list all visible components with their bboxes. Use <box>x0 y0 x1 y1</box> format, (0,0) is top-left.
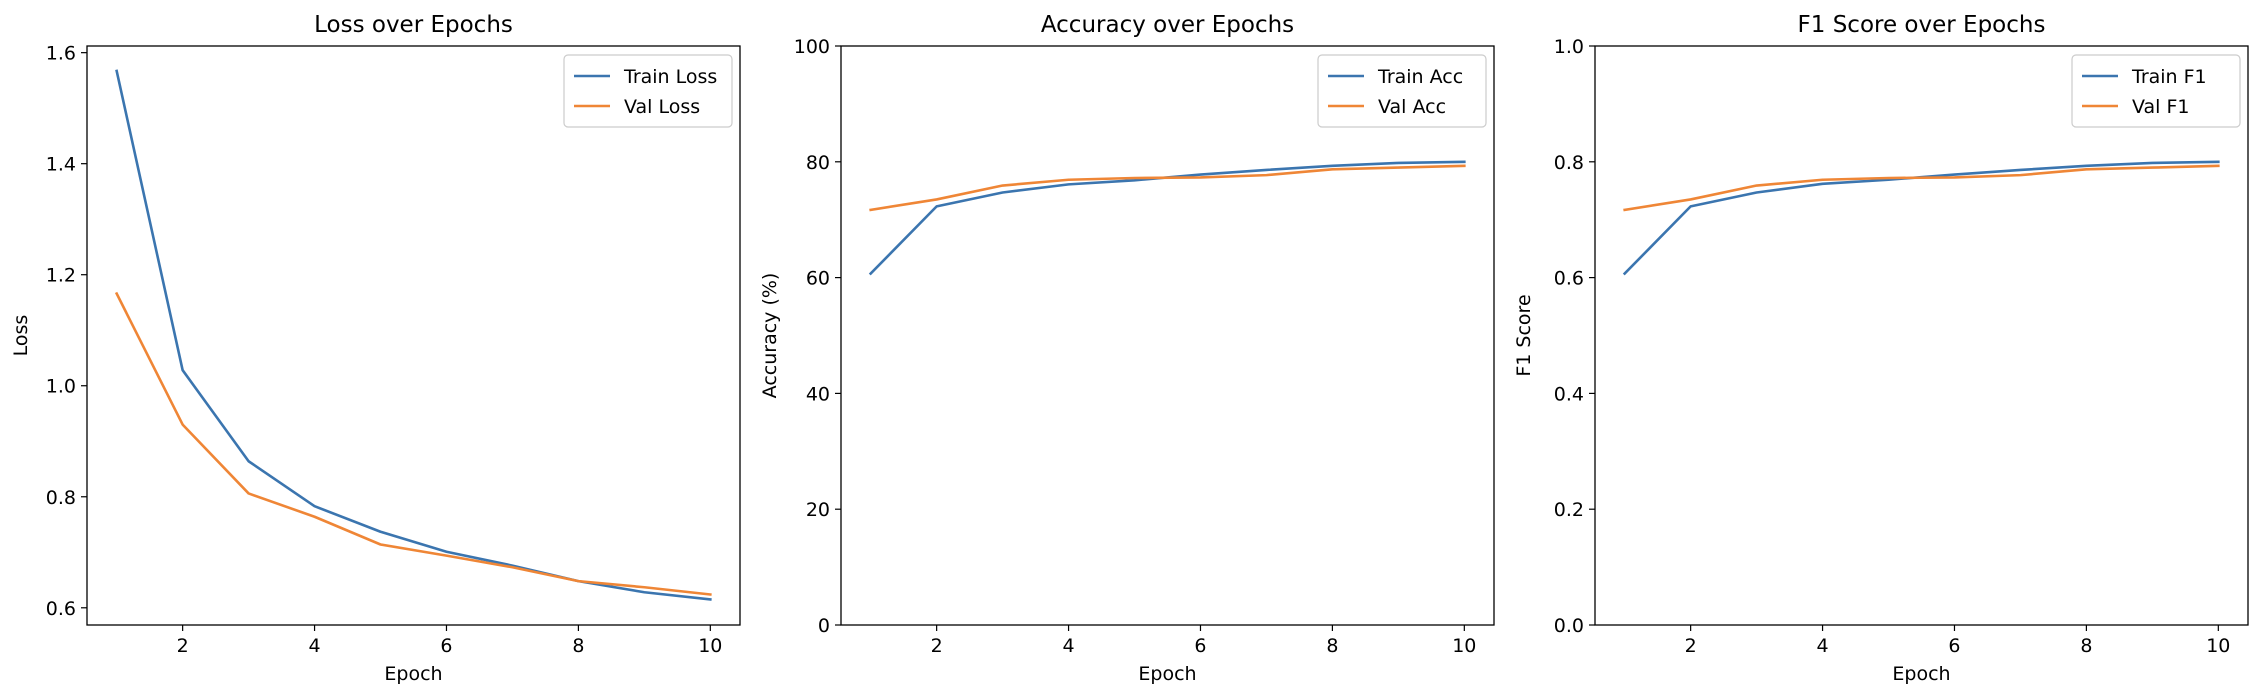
series-line-val <box>1623 164 2220 212</box>
x-tick-label: 4 <box>1063 635 1075 657</box>
y-tick-label: 0 <box>818 615 830 637</box>
y-tick-label: 100 <box>794 36 830 58</box>
y-tick-label: 0.8 <box>46 487 76 509</box>
legend: Train Loss Val Loss <box>563 54 733 128</box>
chart-title: Accuracy over Epochs <box>1041 12 1294 38</box>
y-tick-label: 0.0 <box>1554 615 1584 637</box>
legend: Train F1 Val F1 <box>2071 54 2241 128</box>
plot-frame <box>1594 45 2249 626</box>
x-tick-label: 10 <box>1452 635 1476 657</box>
x-axis-label: Epoch <box>384 663 442 685</box>
y-tick-label: 0.8 <box>1554 152 1584 174</box>
y-tick-label: 1.4 <box>46 154 76 176</box>
x-tick-label: 10 <box>2206 635 2230 657</box>
x-tick-label: 4 <box>309 635 321 657</box>
legend-label-val: Val Acc <box>1378 96 1446 118</box>
legend-label-train: Train F1 <box>2131 66 2207 88</box>
plot-frame <box>86 45 741 626</box>
y-tick-label: 40 <box>806 383 830 405</box>
x-tick-label: 6 <box>1948 635 1960 657</box>
legend-box <box>1317 54 1487 128</box>
legend-box <box>2071 54 2241 128</box>
y-tick-label: 1.0 <box>1554 36 1584 58</box>
chart-title: Loss over Epochs <box>314 12 513 38</box>
legend-label-val: Val F1 <box>2132 96 2190 118</box>
y-tick-label: 0.6 <box>1554 268 1584 290</box>
series-line-val <box>114 291 712 596</box>
chart-title: F1 Score over Epochs <box>1798 12 2046 38</box>
x-tick-label: 10 <box>698 635 722 657</box>
legend: Train Acc Val Acc <box>1317 54 1487 128</box>
legend-box <box>563 54 733 128</box>
y-axis-label: Accuracy (%) <box>759 273 781 399</box>
y-tick-label: 1.6 <box>46 43 76 65</box>
legend-label-train: Train Loss <box>623 66 717 88</box>
chart-panel-3: F1 Score over Epochs 2 4 6 8 10 0.0 0.2 0.4 0.6 0.… <box>1513 12 2249 685</box>
x-tick-label: 8 <box>2080 635 2092 657</box>
x-tick-label: 6 <box>440 635 452 657</box>
y-axis-label: Loss <box>10 315 32 357</box>
y-tick-label: 0.4 <box>1554 383 1584 405</box>
x-tick-label: 8 <box>572 635 584 657</box>
y-tick-label: 1.0 <box>46 376 76 398</box>
x-tick-label: 2 <box>177 635 189 657</box>
y-axis-label: F1 Score <box>1513 294 1535 376</box>
y-tick-label: 0.6 <box>46 598 76 620</box>
chart-panel-1: Loss over Epochs 2 4 6 8 10 0.6 0.8 1.0 1.2 1.4 1.6… <box>10 12 741 685</box>
series-line-train <box>115 69 712 601</box>
x-axis-label: Epoch <box>1892 663 1950 685</box>
x-tick-label: 4 <box>1817 635 1829 657</box>
series-line-val <box>869 164 1466 212</box>
y-tick-label: 1.2 <box>46 265 76 287</box>
y-tick-label: 60 <box>806 268 830 290</box>
y-tick-label: 80 <box>806 152 830 174</box>
x-tick-label: 2 <box>1685 635 1697 657</box>
legend-label-train: Train Acc <box>1377 66 1463 88</box>
y-tick-label: 0.2 <box>1554 499 1584 521</box>
x-axis-label: Epoch <box>1138 663 1196 685</box>
x-tick-label: 6 <box>1194 635 1206 657</box>
plot-frame <box>840 45 1495 626</box>
x-tick-label: 8 <box>1326 635 1338 657</box>
legend-label-val: Val Loss <box>624 96 700 118</box>
y-tick-label: 20 <box>806 499 830 521</box>
x-tick-label: 2 <box>931 635 943 657</box>
